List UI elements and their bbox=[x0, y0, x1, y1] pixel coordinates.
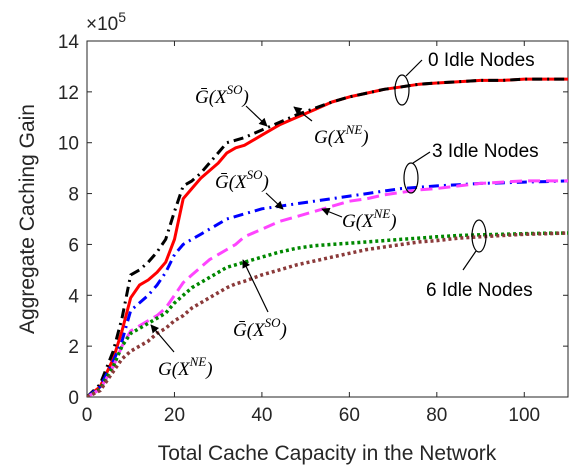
svg-text:G(XNE): G(XNE) bbox=[158, 354, 213, 380]
label-3-idle-nodes: 3 Idle Nodes bbox=[432, 141, 539, 162]
y-tick-label: 2 bbox=[68, 337, 79, 358]
y-tick-label: 12 bbox=[58, 83, 79, 104]
x-tick-label: 80 bbox=[426, 405, 447, 426]
y-multiplier: ×105 bbox=[86, 9, 126, 35]
annot-gbar-so-0idle: Ḡ(XSO) bbox=[195, 82, 268, 127]
pointer-0-idle bbox=[405, 59, 423, 77]
y-tick-label: 4 bbox=[68, 286, 79, 307]
y-ticks: 0 2 4 6 8 10 12 14 bbox=[58, 32, 568, 409]
series-line-2 bbox=[87, 179, 568, 397]
x-tick-label: 60 bbox=[339, 405, 360, 426]
ellipse-3-idle bbox=[403, 162, 419, 194]
series-line-0 bbox=[87, 77, 568, 397]
annot-g-ne-3idle: G(XNE) bbox=[321, 206, 397, 232]
series-line-3 bbox=[87, 179, 568, 397]
pointer-6-idle bbox=[462, 250, 477, 271]
svg-text:G(XNE): G(XNE) bbox=[314, 122, 369, 148]
ellipse-6-idle bbox=[471, 219, 487, 253]
y-axis-label: Aggregate Caching Gain bbox=[16, 104, 39, 334]
y-tick-label: 14 bbox=[58, 32, 80, 53]
annot-gbar-so-6idle: Ḡ(XSO) bbox=[233, 259, 287, 341]
svg-text:Ḡ(XSO): Ḡ(XSO) bbox=[233, 315, 287, 341]
annot-gbar-so-3idle: Ḡ(XSO) bbox=[215, 167, 284, 210]
y-tick-label: 6 bbox=[68, 235, 79, 256]
annot-g-ne-6idle: G(XNE) bbox=[150, 324, 213, 380]
label-0-idle-nodes: 0 Idle Nodes bbox=[428, 50, 535, 71]
x-tick-label: 100 bbox=[508, 405, 540, 426]
svg-text:G(XNE): G(XNE) bbox=[342, 206, 397, 232]
series-line-4 bbox=[87, 231, 568, 397]
series-line-5 bbox=[87, 231, 568, 397]
annot-g-ne-0idle: G(XNE) bbox=[293, 106, 369, 148]
y-tick-label: 8 bbox=[68, 185, 79, 206]
y-tick-label: 10 bbox=[58, 134, 79, 155]
svg-text:Ḡ(XSO): Ḡ(XSO) bbox=[195, 82, 249, 108]
x-tick-label: 0 bbox=[82, 405, 93, 426]
label-6-idle-nodes: 6 Idle Nodes bbox=[426, 280, 533, 301]
pointer-3-idle bbox=[412, 151, 431, 164]
svg-text:Ḡ(XSO): Ḡ(XSO) bbox=[215, 167, 269, 193]
x-ticks: 0 20 40 60 80 100 bbox=[82, 41, 540, 426]
x-tick-label: 40 bbox=[251, 405, 272, 426]
plot-area bbox=[86, 40, 569, 398]
x-tick-label: 20 bbox=[164, 405, 185, 426]
ellipse-0-idle bbox=[394, 74, 410, 106]
series-group bbox=[87, 77, 568, 397]
y-tick-label: 0 bbox=[68, 388, 79, 409]
x-axis-label: Total Cache Capacity in the Network bbox=[158, 442, 497, 465]
